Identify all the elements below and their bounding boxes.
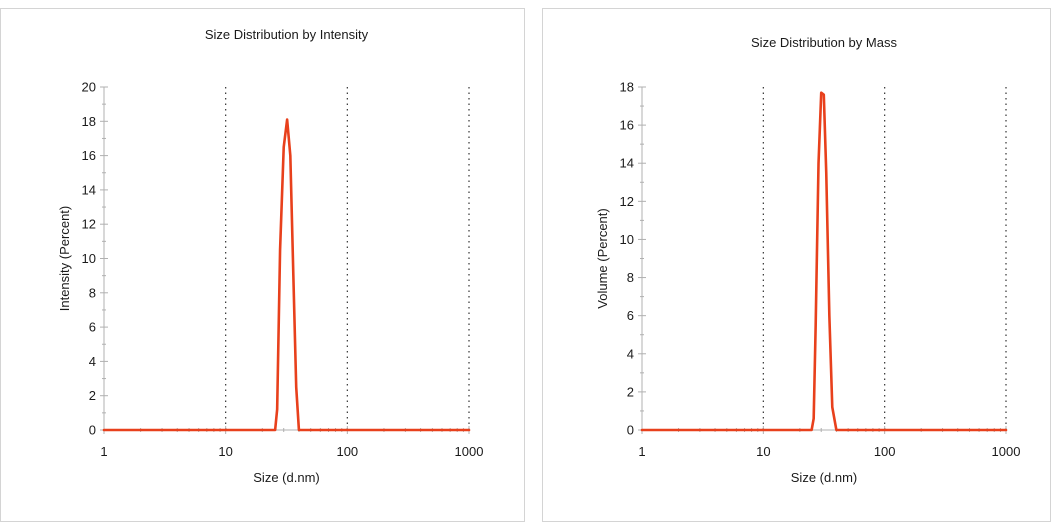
y-tick-label: 0: [627, 423, 634, 438]
series-line: [640, 91, 1008, 432]
y-tick-label: 14: [620, 156, 634, 171]
y-tick-label: 18: [82, 114, 96, 129]
y-tick-label: 8: [89, 285, 96, 300]
y-tick-label: 18: [620, 80, 634, 95]
chart-title: Size Distribution by Mass: [751, 35, 897, 50]
chart-panel-mass: Size Distribution by Mass 0 2 4 6 8 10 12 14 16 18…: [542, 8, 1051, 522]
y-tick-label: 20: [82, 80, 96, 95]
y-tick-label: 16: [82, 148, 96, 163]
x-tick-label: 1: [100, 444, 107, 459]
chart-panel-intensity: Size Distribution by Intensity 0 2 4 6 8 10 12 1…: [0, 8, 525, 522]
chart-intensity: Size Distribution by Intensity 0 2 4 6 8 10 12 1…: [57, 27, 484, 485]
y-tick-label: 2: [627, 384, 634, 399]
y-axis-label: Volume (Percent): [595, 208, 610, 308]
y-tick-label: 6: [89, 320, 96, 335]
y-tick-label: 12: [82, 217, 96, 232]
x-axis-label: Size (d.nm): [253, 470, 319, 485]
x-axis-label: Size (d.nm): [791, 470, 857, 485]
x-tick-label: 1: [638, 444, 645, 459]
x-tick-label: 10: [756, 444, 770, 459]
y-tick-label: 0: [89, 423, 96, 438]
y-axis-label: Intensity (Percent): [57, 206, 72, 312]
y-tick-label: 14: [82, 182, 96, 197]
y-tick-label: 10: [82, 251, 96, 266]
y-tick-label: 2: [89, 388, 96, 403]
y-tick-label: 4: [627, 346, 634, 361]
y-tick-label: 4: [89, 354, 96, 369]
y-tick-label: 12: [620, 194, 634, 209]
y-tick-label: 8: [627, 270, 634, 285]
series-line: [102, 118, 471, 432]
x-tick-label: 1000: [992, 444, 1021, 459]
chart-mass: Size Distribution by Mass 0 2 4 6 8 10 12 14 16 18…: [595, 35, 1021, 485]
x-tick-label: 100: [336, 444, 358, 459]
x-tick-label: 10: [218, 444, 232, 459]
y-tick-label: 16: [620, 118, 634, 133]
x-tick-label: 100: [874, 444, 896, 459]
x-tick-label: 1000: [455, 444, 484, 459]
y-tick-label: 10: [620, 232, 634, 247]
chart-title: Size Distribution by Intensity: [205, 27, 369, 42]
y-tick-label: 6: [627, 308, 634, 323]
